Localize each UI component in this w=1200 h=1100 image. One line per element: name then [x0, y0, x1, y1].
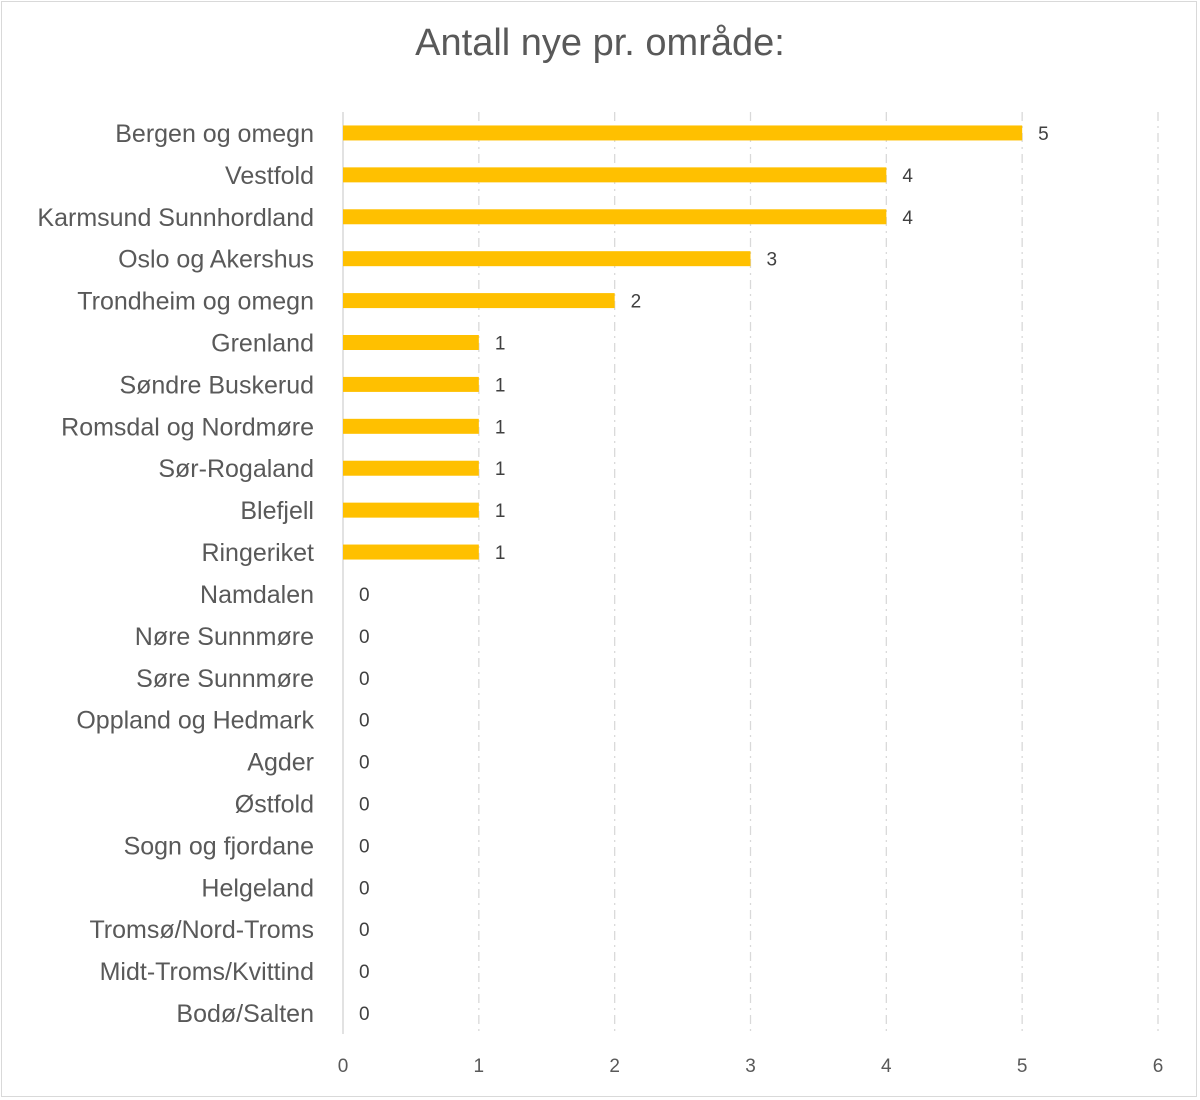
category-label: Agder: [247, 749, 314, 777]
bar: [343, 167, 887, 183]
bar: [343, 544, 479, 560]
bar: [343, 293, 615, 309]
bar: [343, 209, 887, 225]
data-label: 0: [359, 836, 370, 857]
data-label: 1: [495, 334, 506, 355]
chart-title: Antall nye pr. område:: [415, 22, 785, 64]
category-label: Østfold: [235, 791, 314, 819]
category-label: Oppland og Hedmark: [76, 707, 314, 735]
data-label: 0: [359, 1004, 370, 1025]
category-label: Søndre Buskerud: [119, 371, 314, 399]
category-label: Oslo og Akershus: [118, 246, 314, 274]
x-tick-label: 2: [609, 1056, 620, 1077]
category-label: Grenland: [211, 330, 314, 358]
data-label: 1: [495, 417, 506, 438]
x-tick-label: 3: [745, 1056, 756, 1077]
x-tick-label: 4: [881, 1056, 892, 1077]
data-label: 3: [767, 250, 778, 271]
data-label: 1: [495, 375, 506, 396]
category-label: Namdalen: [200, 581, 314, 609]
bar: [343, 251, 751, 267]
data-label: 4: [902, 166, 913, 187]
x-tick-label: 1: [474, 1056, 485, 1077]
data-label: 2: [631, 292, 642, 313]
data-label: 1: [495, 501, 506, 522]
category-label: Sør-Rogaland: [158, 455, 314, 483]
data-label: 0: [359, 920, 370, 941]
category-label: Ringeriket: [201, 539, 314, 567]
x-tick-label: 0: [338, 1056, 349, 1077]
bar: [343, 125, 1023, 141]
bar: [343, 376, 479, 392]
category-label: Bodø/Salten: [176, 1000, 314, 1028]
category-label: Sogn og fjordane: [124, 832, 314, 860]
x-tick-label: 5: [1017, 1056, 1028, 1077]
data-label: 0: [359, 627, 370, 648]
category-label: Midt-Troms/Kvittind: [100, 958, 314, 986]
data-label: 1: [495, 459, 506, 480]
category-label: Romsdal og Nordmøre: [61, 413, 314, 441]
data-label: 4: [902, 208, 913, 229]
category-label: Karmsund Sunnhordland: [37, 204, 314, 232]
category-label: Blefjell: [240, 497, 314, 525]
data-label: 0: [359, 585, 370, 606]
data-label: 0: [359, 711, 370, 732]
bar: [343, 460, 479, 476]
category-label: Trondheim og omegn: [77, 288, 314, 316]
category-label: Bergen og omegn: [115, 120, 314, 148]
category-label: Vestfold: [225, 162, 314, 190]
data-label: 0: [359, 669, 370, 690]
category-label: Nøre Sunnmøre: [135, 623, 314, 651]
bar: [343, 418, 479, 434]
category-label: Tromsø/Nord-Troms: [89, 916, 314, 944]
data-label: 1: [495, 543, 506, 564]
x-tick-label: 6: [1153, 1056, 1164, 1077]
data-label: 0: [359, 878, 370, 899]
category-label: Søre Sunnmøre: [136, 665, 314, 693]
data-label: 0: [359, 962, 370, 983]
data-label: 5: [1038, 124, 1049, 145]
bar: [343, 502, 479, 518]
category-label: Helgeland: [201, 874, 314, 902]
data-label: 0: [359, 753, 370, 774]
bar: [343, 335, 479, 350]
data-label: 0: [359, 795, 370, 816]
